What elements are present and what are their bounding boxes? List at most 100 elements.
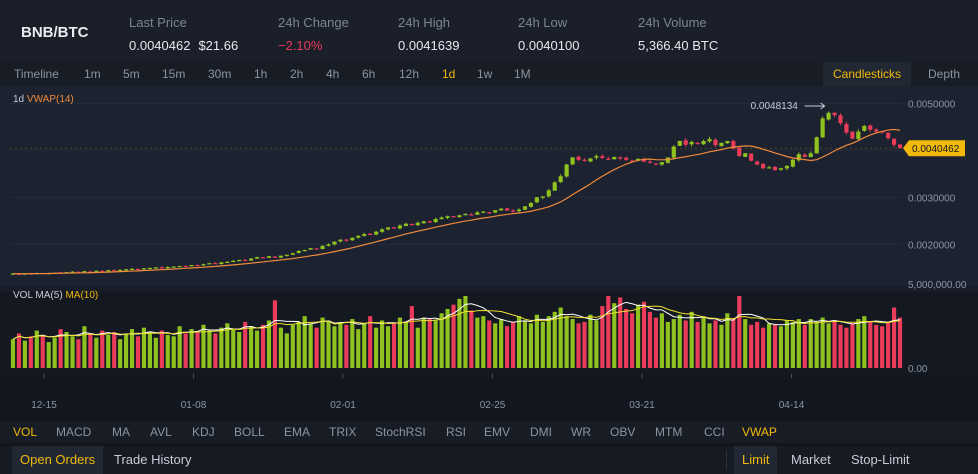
volume-bar <box>528 323 534 368</box>
volume-label: 24h Volume <box>638 15 707 30</box>
candle-body <box>302 250 307 252</box>
candlestick-chart[interactable]: 0.00500000.00400000.00300000.00200005,00… <box>0 86 978 418</box>
tab-open-orders[interactable]: Open Orders <box>12 446 104 474</box>
interval-5m[interactable]: 5m <box>123 67 140 81</box>
volume-bar <box>302 316 307 368</box>
order-type-market[interactable]: Market <box>791 452 831 467</box>
volume-bar <box>278 327 283 368</box>
candle-body <box>528 203 534 207</box>
candle-body <box>344 239 349 241</box>
last-price-value: 0.0040462 $21.66 <box>129 38 238 53</box>
interval-2h[interactable]: 2h <box>290 67 304 81</box>
candle-body <box>790 159 795 167</box>
candle-body <box>141 268 147 270</box>
interval-4h[interactable]: 4h <box>326 67 340 81</box>
indicator-boll[interactable]: BOLL <box>234 425 265 439</box>
candle-body <box>326 244 331 246</box>
volume-ma10-line <box>12 305 901 340</box>
interval-timeline[interactable]: Timeline <box>14 67 59 81</box>
volume-bar <box>475 317 480 368</box>
candle-body <box>850 131 855 139</box>
candle-body <box>749 153 754 161</box>
indicator-kdj[interactable]: KDJ <box>192 425 215 439</box>
indicator-stochrsi[interactable]: StochRSI <box>375 425 426 439</box>
indicator-mtm[interactable]: MTM <box>655 425 683 439</box>
indicator-vol[interactable]: VOL <box>13 425 38 439</box>
interval-1d[interactable]: 1d <box>442 67 456 81</box>
indicator-avl[interactable]: AVL <box>150 425 172 439</box>
candle-body <box>844 124 849 133</box>
interval-12h[interactable]: 12h <box>399 67 420 81</box>
interval-6h[interactable]: 6h <box>362 67 376 81</box>
x-tick-label: 02-25 <box>480 400 506 411</box>
interval-1h[interactable]: 1h <box>254 67 268 81</box>
volume-bar <box>314 327 319 368</box>
view-depth[interactable]: Depth <box>928 67 961 81</box>
candle-body <box>213 262 218 265</box>
candle-body <box>701 141 706 145</box>
indicator-emv[interactable]: EMV <box>484 425 511 439</box>
indicator-cci[interactable]: CCI <box>704 425 725 439</box>
interval-15m[interactable]: 15m <box>162 67 186 81</box>
volume-value: 5,366.40 BTC <box>638 38 719 53</box>
candle-body <box>469 214 474 216</box>
last-price-stat: Last Price 0.0040462 $21.66 <box>129 15 238 53</box>
candle-body <box>778 168 784 170</box>
candle-body <box>546 190 551 197</box>
volume-bar <box>516 316 522 368</box>
volume-bar <box>761 327 766 368</box>
volume-bar <box>159 330 164 368</box>
order-type-stop-limit[interactable]: Stop-Limit <box>851 452 910 467</box>
volume-bar <box>659 313 664 368</box>
candle-body <box>713 139 718 146</box>
volume-bar <box>290 324 295 368</box>
candle-body <box>505 208 510 211</box>
candle-body <box>600 156 605 158</box>
candle-body <box>284 254 289 256</box>
indicator-dmi[interactable]: DMI <box>530 425 552 439</box>
order-type-limit[interactable]: Limit <box>734 446 778 474</box>
volume-bar <box>28 336 33 368</box>
indicator-ma[interactable]: MA <box>112 425 130 439</box>
indicator-rsi[interactable]: RSI <box>446 425 467 439</box>
volume-bar <box>719 324 724 368</box>
volume-bar <box>862 316 867 368</box>
candle-body <box>570 157 575 165</box>
candle-body <box>588 158 593 162</box>
candle-body <box>475 212 480 215</box>
volume-bar <box>808 319 813 368</box>
indicator-wr[interactable]: WR <box>571 425 591 439</box>
candle-body <box>891 138 897 145</box>
volume-bar <box>338 321 343 368</box>
volume-bar <box>552 311 557 368</box>
indicator-vwap[interactable]: VWAP <box>742 425 777 439</box>
legend-vwap: VWAP(14) <box>26 94 74 105</box>
chart-area[interactable]: 0.00500000.00400000.00300000.00200005,00… <box>0 86 978 418</box>
interval-1m[interactable]: 1m <box>84 67 101 81</box>
candle-body <box>481 211 486 213</box>
interval-1mo[interactable]: 1M <box>514 67 531 81</box>
indicator-trix[interactable]: TRIX <box>329 425 357 439</box>
interval-30m[interactable]: 30m <box>208 67 232 81</box>
low-label: 24h Low <box>518 15 568 30</box>
volume-bar <box>624 308 629 368</box>
volume-bar <box>481 316 486 368</box>
current-price-label: 0.0040462 <box>912 144 960 155</box>
volume-bar <box>296 321 301 368</box>
interval-1w[interactable]: 1w <box>477 67 493 81</box>
volume-bar <box>772 324 778 368</box>
volume-bar <box>433 320 438 368</box>
tab-trade-history[interactable]: Trade History <box>114 452 192 467</box>
candle-body <box>886 132 891 139</box>
candle-body <box>594 156 599 158</box>
indicator-ema[interactable]: EMA <box>284 425 311 439</box>
indicator-macd[interactable]: MACD <box>56 425 92 439</box>
volume-bar <box>189 329 194 368</box>
volume-bar <box>112 332 117 368</box>
candle-body <box>225 261 230 263</box>
view-candlesticks[interactable]: Candlesticks <box>823 62 912 86</box>
volume-bar <box>618 297 623 368</box>
low-stat: 24h Low 0.0040100 <box>518 15 579 53</box>
indicator-obv[interactable]: OBV <box>610 425 636 439</box>
volume-bar <box>254 330 260 368</box>
